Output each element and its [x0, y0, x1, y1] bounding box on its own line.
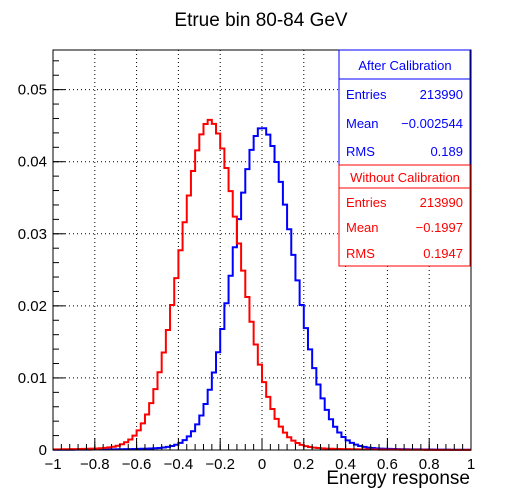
y-tick-label: 0 — [39, 442, 47, 459]
axes: −1 −0.8 −0.6 −0.4 −0.2 0 0.2 0.4 0.6 0.8 1 0 0.01 0.0… — [18, 60, 475, 473]
x-tick-label: 1 — [467, 456, 475, 473]
x-tick-label: −0.8 — [80, 456, 110, 473]
stats-without-entries-label: Entries — [346, 195, 387, 210]
stats-without-entries-value: 213990 — [420, 195, 463, 210]
stats-without-rms-label: RMS — [346, 246, 375, 261]
x-tick-label: 0.2 — [293, 456, 314, 473]
x-tick-label: 0.4 — [335, 456, 356, 473]
stats-after-entries-label: Entries — [346, 87, 387, 102]
x-tick-label: −0.4 — [164, 456, 194, 473]
stats-after-mean-value: −0.002544 — [401, 116, 463, 131]
stats-after-rms-value: 0.189 — [430, 144, 463, 159]
stats-after-entries-value: 213990 — [420, 87, 463, 102]
x-axis-label: Energy response — [326, 468, 470, 489]
stats-box-after-frame — [338, 49, 471, 166]
chart-title: Etrue bin 80-84 GeV — [174, 10, 348, 31]
stats-box-after-header: After Calibration — [358, 58, 451, 73]
stats-box-without-header: Without Calibration — [350, 170, 460, 185]
y-tick-label: 0.03 — [18, 226, 47, 243]
y-tick-label: 0.05 — [18, 82, 47, 99]
x-tick-label: 0.8 — [419, 456, 440, 473]
x-tick-label: −0.2 — [205, 456, 235, 473]
stats-box-without: Without Calibration Entries 213990 Mean … — [338, 164, 471, 267]
stats-without-rms-value: 0.1947 — [423, 246, 463, 261]
stats-after-rms-label: RMS — [346, 144, 375, 159]
x-tick-label: −0.6 — [122, 456, 152, 473]
y-tick-label: 0.02 — [18, 298, 47, 315]
x-tick-label: 0.6 — [377, 456, 398, 473]
stats-without-mean-value: −0.1997 — [416, 220, 463, 235]
stats-without-mean-label: Mean — [346, 220, 379, 235]
y-tick-label: 0.04 — [18, 154, 47, 171]
x-tick-label: 0 — [258, 456, 266, 473]
y-tick-label: 0.01 — [18, 370, 47, 387]
stats-box-after: After Calibration Entries 213990 Mean −0… — [338, 49, 471, 166]
x-tick-label: −1 — [44, 456, 61, 473]
stats-after-mean-label: Mean — [346, 116, 379, 131]
stats-box-without-frame — [338, 164, 471, 267]
